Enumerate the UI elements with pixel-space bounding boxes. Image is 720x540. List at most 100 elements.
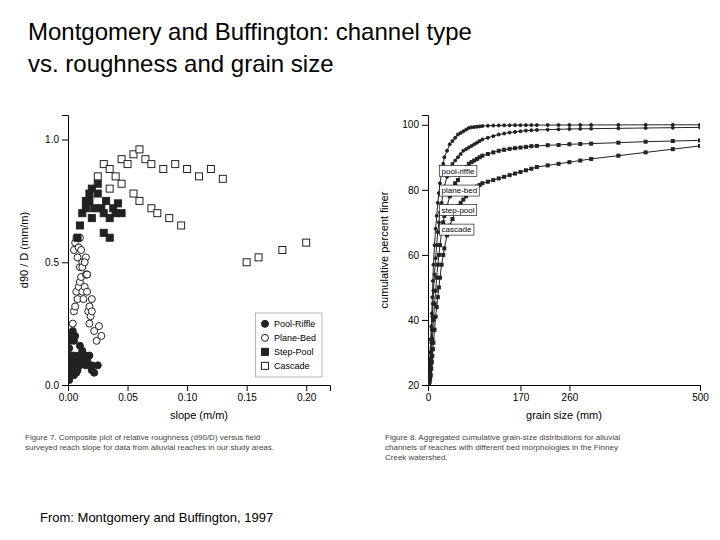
axis-line (422, 116, 429, 386)
tick-mark (569, 385, 570, 391)
legend-item: Pool-Riffle (261, 319, 315, 329)
annotation: cascade (440, 224, 474, 235)
data-point (671, 126, 674, 129)
data-point (430, 361, 433, 364)
data-point (546, 128, 549, 131)
data-point (442, 221, 445, 224)
x-axis-title: slope (m/m) (170, 409, 228, 421)
tick-mark (247, 385, 248, 391)
data-point (72, 303, 79, 310)
data-point (644, 123, 647, 126)
data-point (535, 166, 538, 169)
data-point (74, 234, 81, 241)
data-point (86, 320, 93, 327)
data-point (106, 185, 113, 192)
data-point (524, 145, 527, 148)
data-point (530, 145, 533, 148)
data-point (436, 231, 439, 234)
tick-label: 0.10 (178, 392, 198, 403)
data-point (124, 161, 131, 168)
data-point (98, 332, 105, 339)
data-point (497, 149, 500, 152)
data-point (486, 153, 489, 156)
data-point (492, 151, 495, 154)
data-point (82, 197, 89, 204)
tick: 0.00 (59, 385, 79, 403)
tick-label: 0.20 (297, 392, 317, 403)
data-point (514, 147, 517, 150)
tick-mark (306, 385, 307, 391)
data-point (88, 296, 95, 303)
y-axis: 20406080100 (402, 116, 428, 391)
series (69, 234, 105, 344)
legend-label: Pool-Riffle (274, 319, 315, 329)
data-point (69, 320, 76, 327)
series-line (429, 146, 700, 385)
data-point (106, 166, 113, 173)
data-point (514, 124, 517, 127)
legend-item: Step-Pool (261, 347, 313, 357)
data-point (557, 128, 560, 131)
tick-mark (700, 385, 701, 391)
data-point (481, 154, 484, 157)
tick: 0.05 (118, 385, 138, 403)
data-point (219, 175, 226, 182)
tick-label: 20 (408, 380, 420, 391)
series (428, 144, 700, 385)
data-point (434, 289, 437, 292)
data-point (84, 271, 91, 278)
tick: 0 (426, 385, 432, 403)
annotations: pool-riffleplane-bedstep-poolcascade (440, 166, 480, 236)
data-point (579, 159, 582, 162)
data-point (437, 253, 440, 256)
data-point (106, 234, 113, 241)
x-axis-title: grain size (mm) (526, 409, 602, 421)
data-point (431, 348, 434, 351)
data-point (148, 161, 155, 168)
data-point (435, 244, 438, 247)
data-point (508, 174, 511, 177)
tick-label: 0 (426, 392, 432, 403)
data-point (671, 148, 674, 151)
data-point (436, 263, 439, 266)
title: Montgomery and Buffington: channel type (28, 18, 472, 45)
data-point (88, 215, 95, 222)
data-point (433, 273, 436, 276)
tick: 20 (408, 380, 428, 391)
data-point (535, 144, 538, 147)
data-point (568, 143, 571, 146)
tick-mark (422, 125, 428, 126)
tick-mark (62, 262, 68, 263)
figure-caption: Creek watershed. (385, 453, 448, 462)
data-point (519, 124, 522, 127)
data-point (136, 197, 143, 204)
tick-label: 260 (562, 392, 579, 403)
legend-label: Plane-Bed (274, 333, 316, 343)
data-point (86, 190, 93, 197)
data-point (429, 377, 432, 380)
data-point (503, 148, 506, 151)
data-point (154, 210, 161, 217)
data-point (448, 143, 451, 146)
data-point (443, 247, 446, 250)
data-point (524, 129, 527, 132)
data-point (590, 142, 593, 145)
data-point (519, 170, 522, 173)
data-point (590, 123, 593, 126)
legend: Pool-RifflePlane-BedStep-PoolCascade (255, 313, 322, 377)
marks (428, 123, 700, 385)
data-point (436, 201, 439, 204)
data-point (481, 182, 484, 185)
data-point (699, 126, 701, 129)
data-point (255, 254, 262, 261)
tick-mark (520, 385, 521, 391)
data-point (84, 288, 91, 295)
data-point (699, 144, 701, 147)
legend-swatch (261, 334, 268, 341)
tick: 500 (692, 385, 709, 403)
data-point (492, 135, 495, 138)
y-axis-title: d90 / D (mm/m) (18, 212, 30, 288)
data-point (436, 296, 439, 299)
data-point (579, 127, 582, 130)
data-point (454, 159, 457, 162)
